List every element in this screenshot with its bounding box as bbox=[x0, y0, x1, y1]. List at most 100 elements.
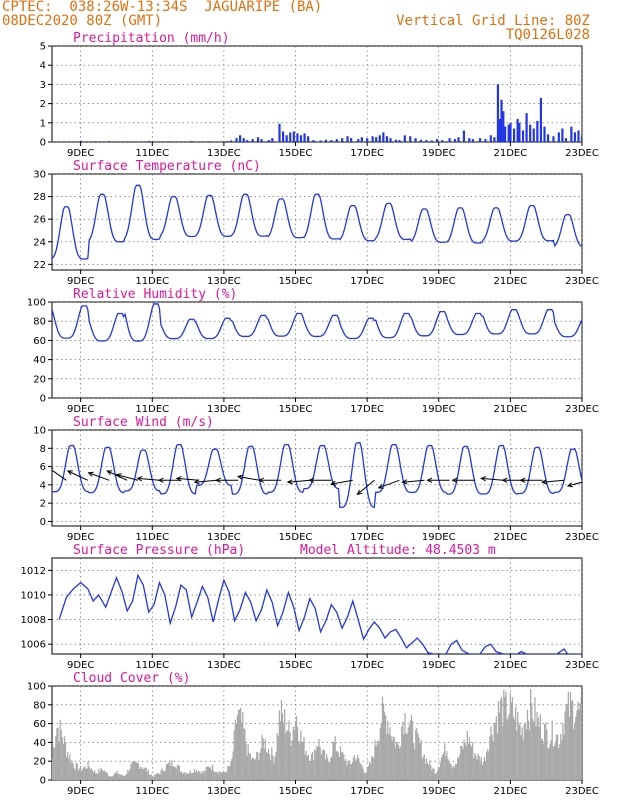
cloud-bar bbox=[553, 746, 555, 780]
cloud-bar bbox=[73, 768, 75, 780]
wind-arrow-head bbox=[519, 477, 526, 483]
precip-bar bbox=[292, 131, 295, 142]
cloud-bar bbox=[129, 769, 131, 780]
precip-bar bbox=[525, 113, 528, 142]
cloud-bar bbox=[441, 754, 444, 780]
cloud-bar bbox=[93, 770, 96, 780]
precip-bar bbox=[366, 138, 369, 142]
precip-bar bbox=[536, 120, 539, 142]
cloud-bar bbox=[304, 754, 306, 780]
cloud-bar bbox=[165, 764, 168, 780]
cloud-bar bbox=[433, 769, 435, 780]
cloud-bar bbox=[450, 764, 452, 780]
cloud-bar bbox=[233, 730, 235, 780]
cloud-bar bbox=[132, 761, 134, 780]
cloud-bar bbox=[276, 733, 278, 780]
cloud-bar bbox=[492, 741, 494, 780]
wind-arrow bbox=[357, 479, 375, 495]
x-tick-label: 21DEC bbox=[494, 404, 528, 415]
cloud-bar bbox=[91, 770, 93, 780]
cloud-bar bbox=[192, 773, 194, 780]
x-tick-label: 13DEC bbox=[207, 404, 241, 415]
cloud-bar bbox=[504, 696, 506, 780]
cloud-bar bbox=[213, 771, 215, 780]
cloud-bar bbox=[550, 740, 552, 780]
cloud-bar bbox=[490, 726, 492, 780]
precip-bar bbox=[79, 140, 82, 142]
cloud-bar bbox=[288, 720, 290, 780]
cloud-bar bbox=[277, 736, 279, 780]
x-tick-label: 23DEC bbox=[565, 660, 599, 671]
y-tick-label: 3 bbox=[40, 80, 46, 91]
cloud-bar bbox=[357, 754, 359, 780]
cloud-bar bbox=[63, 736, 66, 780]
chart-title: Surface Wind (m/s) bbox=[73, 415, 214, 430]
x-tick-label: 11DEC bbox=[135, 532, 169, 543]
precip-bar bbox=[242, 138, 245, 142]
precip-bar bbox=[504, 126, 507, 142]
cloud-bar bbox=[134, 761, 136, 780]
precip-bar bbox=[507, 124, 510, 142]
cloud-bar bbox=[340, 752, 343, 780]
cloud-bar bbox=[359, 762, 361, 780]
cloud-bar bbox=[584, 735, 585, 780]
chart-title: Surface Pressure (hPa) bbox=[73, 543, 245, 558]
cloud-bar bbox=[305, 751, 307, 780]
cloud-bar bbox=[506, 720, 508, 780]
cloud-bar bbox=[447, 758, 449, 780]
cloud-bar bbox=[284, 709, 286, 780]
cloud-bar bbox=[118, 774, 120, 780]
cloud-bar bbox=[85, 768, 87, 780]
cloud-bar bbox=[379, 727, 381, 780]
cloud-bar bbox=[562, 723, 564, 780]
cloud-bar bbox=[353, 755, 356, 780]
cloud-bar bbox=[474, 752, 476, 780]
cloud-bar bbox=[197, 772, 199, 780]
cloud-bar bbox=[494, 722, 496, 780]
y-tick-label: 100 bbox=[27, 298, 46, 309]
cloud-bar bbox=[333, 742, 335, 780]
x-tick-label: 9DEC bbox=[67, 786, 94, 797]
wind-arrow-head bbox=[87, 471, 94, 477]
chart-precip: Precipitation (mm/h) 0 1 2 3 4 5 9DEC 11DEC 13DEC… bbox=[40, 31, 599, 159]
wind-arrow-head bbox=[566, 482, 573, 488]
x-tick-label: 13DEC bbox=[207, 148, 241, 159]
cloud-bar bbox=[381, 696, 384, 780]
cloud-bar bbox=[511, 697, 514, 780]
precip-bar bbox=[409, 136, 412, 142]
cloud-bar bbox=[127, 769, 129, 780]
x-tick-label: 21DEC bbox=[494, 532, 528, 543]
y-tick-label: 1 bbox=[40, 118, 46, 129]
cloud-bar bbox=[54, 747, 56, 780]
cloud-bar bbox=[220, 772, 222, 780]
model-altitude-label: Model Altitude: 48.4503 m bbox=[300, 543, 496, 558]
x-tick-label: 11DEC bbox=[135, 148, 169, 159]
cloud-bar bbox=[264, 739, 266, 780]
precip-bar bbox=[518, 122, 521, 142]
cloud-bar bbox=[541, 739, 544, 780]
cloud-bar bbox=[510, 702, 512, 780]
precip-bar bbox=[299, 135, 303, 142]
cloud-bar bbox=[556, 734, 559, 780]
cloud-bar bbox=[524, 722, 526, 780]
x-tick-label: 9DEC bbox=[67, 532, 94, 543]
y-tick-label: 1012 bbox=[21, 566, 46, 577]
cloud-bar bbox=[241, 722, 243, 780]
precip-bar bbox=[360, 137, 363, 142]
x-tick-label: 17DEC bbox=[350, 532, 384, 543]
cloud-bar bbox=[144, 767, 146, 780]
precip-bar bbox=[561, 128, 564, 142]
cloud-bar bbox=[339, 746, 342, 780]
cloud-bar bbox=[498, 712, 501, 780]
cloud-bar bbox=[515, 706, 517, 780]
cloud-bar bbox=[314, 748, 316, 780]
y-tick-label: 1006 bbox=[21, 640, 46, 651]
cloud-bar bbox=[455, 764, 458, 780]
y-tick-label: 30 bbox=[33, 170, 46, 181]
cloud-bar bbox=[287, 730, 289, 780]
precip-bar bbox=[271, 138, 274, 142]
precip-bar bbox=[312, 140, 315, 142]
wind-arrow bbox=[567, 481, 582, 487]
cloud-bar bbox=[176, 765, 178, 780]
